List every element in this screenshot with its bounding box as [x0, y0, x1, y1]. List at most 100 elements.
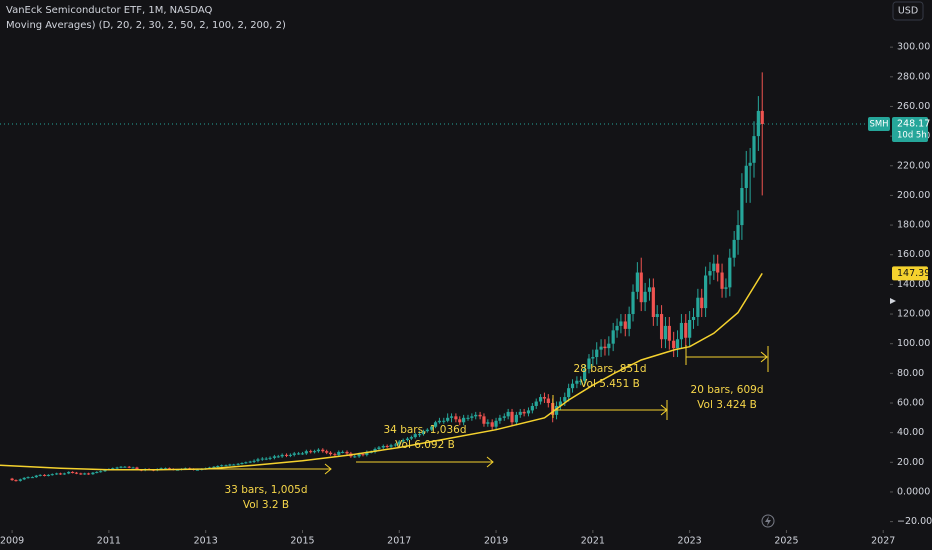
currency[interactable]: USD	[898, 6, 918, 17]
flash-icon[interactable]	[761, 514, 775, 528]
candle-body	[482, 416, 486, 424]
last-price: 248.17	[897, 118, 930, 129]
countdown: 10d 5h	[897, 130, 927, 140]
currency-button[interactable]	[892, 1, 924, 21]
candle-body	[292, 453, 296, 455]
y-tick-label: 80.00	[897, 368, 924, 379]
candle-body	[506, 411, 510, 417]
candle-body	[417, 434, 422, 436]
candle-body	[345, 451, 349, 454]
measure-label: 33 bars, 1,005d	[225, 484, 308, 496]
candle-body	[14, 480, 18, 482]
candle-body	[260, 458, 264, 460]
candle-body	[42, 474, 47, 476]
candle-body	[309, 451, 313, 453]
ma-value: 147.39	[897, 268, 930, 279]
candle-body	[401, 440, 405, 442]
candle-body	[10, 478, 14, 481]
candle-body	[760, 110, 764, 124]
candle-body	[58, 473, 63, 475]
candle-body	[46, 474, 50, 476]
candle-body	[70, 471, 75, 473]
candle-body	[546, 398, 550, 403]
y-tick-label: 300.00	[897, 42, 930, 53]
measure-volume: Vol 5.451 B	[580, 378, 640, 390]
candle-body	[50, 474, 54, 476]
candle-body	[458, 419, 462, 423]
x-tick-label: 2019	[484, 536, 508, 547]
candle-body	[518, 411, 522, 415]
candle-body	[86, 473, 91, 475]
candle-body	[534, 401, 538, 406]
measure-label: 28 bars, 851d	[574, 363, 647, 375]
candle-body	[321, 449, 325, 452]
candle-body	[264, 458, 268, 460]
candle-body	[430, 426, 434, 430]
candle-body	[655, 314, 659, 318]
candle-body	[22, 477, 26, 480]
y-tick-label: 260.00	[897, 101, 930, 112]
candle-body	[691, 317, 696, 320]
measure-label: 34 bars, 1,036d	[384, 424, 467, 436]
candle-body	[446, 417, 450, 421]
candle-body	[325, 451, 329, 453]
candle-body	[276, 456, 280, 458]
candle-body	[38, 474, 42, 476]
candle-body	[728, 257, 732, 288]
candle-body	[595, 349, 599, 358]
candle-body	[381, 445, 385, 448]
candle-body	[26, 477, 30, 479]
candle-body	[563, 397, 567, 402]
y-tick-label: 20.00	[897, 457, 924, 468]
candle-body	[712, 263, 716, 272]
x-tick-label: 2021	[581, 536, 605, 547]
candle-body	[115, 467, 119, 469]
candle-body	[510, 411, 514, 423]
scroll-marker	[890, 298, 896, 304]
candle-body	[700, 297, 704, 309]
ma-badge	[892, 266, 928, 281]
candle-body	[579, 380, 583, 382]
x-tick-label: 2023	[678, 536, 702, 547]
candle-body	[18, 479, 22, 481]
y-tick-label: 160.00	[897, 249, 930, 260]
x-tick-label: 2015	[290, 536, 314, 547]
candle-body	[300, 453, 305, 455]
candle-body	[570, 383, 575, 389]
candle-body	[659, 314, 664, 340]
candle-body	[167, 468, 171, 470]
candle-body	[724, 287, 728, 289]
candle-body	[498, 417, 502, 421]
candle-body	[95, 471, 99, 473]
candle-body	[55, 473, 59, 475]
candle-body	[583, 368, 587, 381]
candle-body	[587, 358, 591, 369]
candle-body	[91, 472, 95, 475]
candle-body	[284, 454, 289, 456]
candle-body	[111, 468, 115, 470]
candle-body	[449, 416, 454, 418]
candle-body	[389, 445, 393, 447]
candle-body	[502, 416, 506, 418]
candle-body	[288, 454, 292, 456]
candle-body	[425, 429, 429, 432]
candle-body	[413, 434, 417, 438]
ticker: SMH	[869, 119, 888, 129]
candle-body	[135, 467, 139, 470]
candle-body	[752, 136, 756, 163]
y-tick-label: 60.00	[897, 397, 924, 408]
candle-body	[373, 448, 377, 452]
candle-body	[591, 357, 595, 359]
candle-body	[522, 411, 526, 414]
candle-body	[663, 325, 668, 340]
candle-body	[220, 465, 224, 467]
candle-body	[454, 416, 458, 420]
y-tick-label: 40.00	[897, 427, 924, 438]
candle-body	[619, 321, 623, 326]
candle-body	[599, 346, 603, 350]
candle-body	[99, 471, 103, 473]
candle-body	[256, 459, 260, 461]
candle-body	[240, 463, 244, 465]
candle-body	[639, 272, 643, 303]
